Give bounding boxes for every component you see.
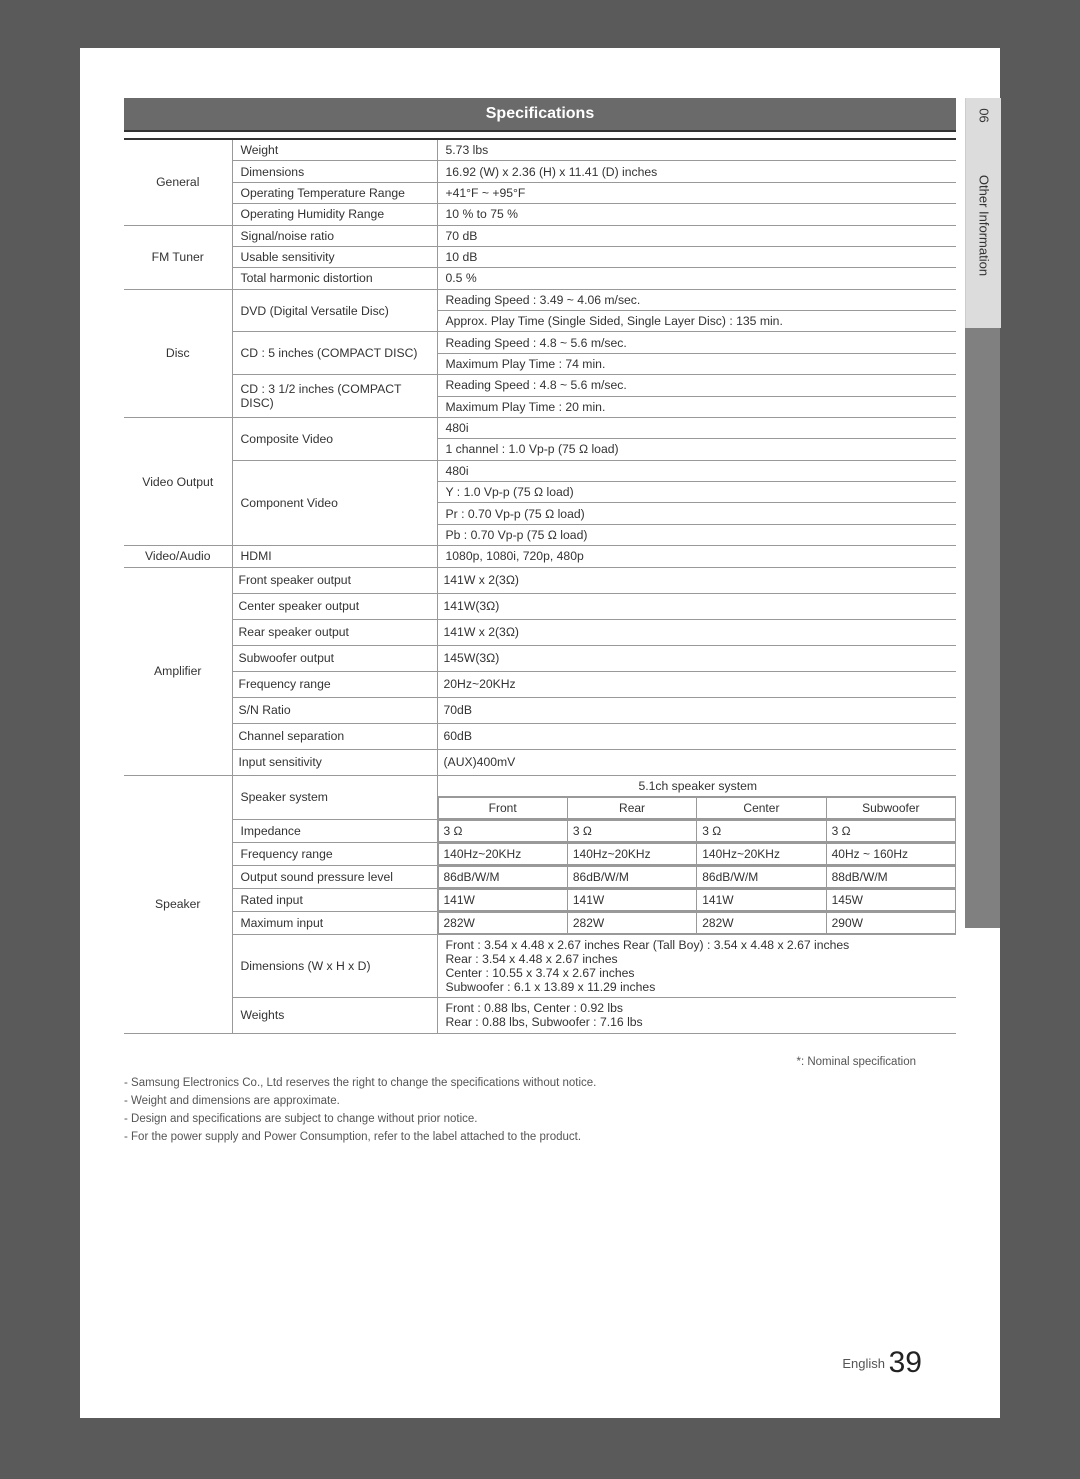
row-label: Signal/noise ratio [232, 225, 437, 246]
chapter-number: 06 [976, 108, 991, 122]
col-h: Subwoofer [826, 797, 955, 818]
row-value: 60dB [437, 723, 956, 749]
col-h: Front [438, 797, 567, 818]
row-value: 86dB/W/M 86dB/W/M 86dB/W/M 88dB/W/M [437, 865, 956, 888]
cat-speaker: Speaker [124, 775, 232, 1033]
row-value: Approx. Play Time (Single Sided, Single … [437, 311, 956, 332]
row-value: 0.5 % [437, 268, 956, 289]
row-label: Dimensions (W x H x D) [232, 934, 437, 997]
row-value: 70 dB [437, 225, 956, 246]
row-label: Center speaker output [232, 593, 437, 619]
row-label: Front speaker output [232, 567, 437, 593]
row-value: 145W(3Ω) [437, 645, 956, 671]
row-label: Subwoofer output [232, 645, 437, 671]
row-value: 1080p, 1080i, 720p, 480p [437, 546, 956, 567]
row-value: 70dB [437, 697, 956, 723]
row-label: DVD (Digital Versatile Disc) [232, 289, 437, 332]
row-value: +41°F ~ +95°F [437, 182, 956, 203]
row-value: 141W x 2(3Ω) [437, 619, 956, 645]
cat-general: General [124, 139, 232, 225]
row-value: 480i [437, 460, 956, 481]
row-label: Operating Temperature Range [232, 182, 437, 203]
spec-table: General Weight 5.73 lbs Dimensions 16.92… [124, 138, 956, 1034]
row-label: Input sensitivity [232, 749, 437, 775]
row-label: Composite Video [232, 417, 437, 460]
row-value: 140Hz~20KHz 140Hz~20KHz 140Hz~20KHz 40Hz… [437, 842, 956, 865]
row-label: Rear speaker output [232, 619, 437, 645]
row-label: Channel separation [232, 723, 437, 749]
row-value: 20Hz~20KHz [437, 671, 956, 697]
row-value: Front : 0.88 lbs, Center : 0.92 lbs Rear… [437, 998, 956, 1033]
row-label: Speaker system [232, 775, 437, 819]
footnotes: *: Nominal specification - Samsung Elect… [124, 1054, 956, 1147]
row-label: Frequency range [232, 671, 437, 697]
page: 06 Other Information Specifications Gene… [80, 48, 1000, 1418]
col-h: Rear [567, 797, 696, 818]
row-value: 3 Ω 3 Ω 3 Ω 3 Ω [437, 819, 956, 842]
row-label: Operating Humidity Range [232, 204, 437, 225]
note-line: - For the power supply and Power Consump… [124, 1129, 956, 1147]
row-value: (AUX)400mV [437, 749, 956, 775]
note-line: - Samsung Electronics Co., Ltd reserves … [124, 1075, 956, 1093]
row-value: Pr : 0.70 Vp-p (75 Ω load) [437, 503, 956, 524]
row-value: Reading Speed : 4.8 ~ 5.6 m/sec. [437, 375, 956, 396]
row-value: Reading Speed : 4.8 ~ 5.6 m/sec. [437, 332, 956, 353]
cat-fm: FM Tuner [124, 225, 232, 289]
row-label: S/N Ratio [232, 697, 437, 723]
row-label: CD : 3 1/2 inches (COMPACT DISC) [232, 375, 437, 418]
row-label: Frequency range [232, 842, 437, 865]
row-value: Maximum Play Time : 74 min. [437, 353, 956, 374]
row-value: Reading Speed : 3.49 ~ 4.06 m/sec. [437, 289, 956, 310]
row-value: 5.73 lbs [437, 139, 956, 161]
row-label: Weights [232, 998, 437, 1033]
page-footer: English 39 [842, 1346, 922, 1380]
page-number: 39 [889, 1346, 922, 1379]
row-value: 141W(3Ω) [437, 593, 956, 619]
cat-disc: Disc [124, 289, 232, 417]
section-title: Specifications [124, 98, 956, 132]
row-value: 282W 282W 282W 290W [437, 911, 956, 934]
row-label: Total harmonic distortion [232, 268, 437, 289]
row-label: Impedance [232, 819, 437, 842]
row-value: 141W x 2(3Ω) [437, 567, 956, 593]
row-value: Maximum Play Time : 20 min. [437, 396, 956, 417]
row-label: Maximum input [232, 911, 437, 934]
row-label: Usable sensitivity [232, 246, 437, 267]
row-value: 480i [437, 417, 956, 438]
row-value: Front : 3.54 x 4.48 x 2.67 inches Rear (… [437, 934, 956, 997]
nominal-note: *: Nominal specification [124, 1054, 956, 1072]
chapter-label: Other Information [976, 175, 991, 276]
row-value: 141W 141W 141W 145W [437, 888, 956, 911]
row-label: CD : 5 inches (COMPACT DISC) [232, 332, 437, 375]
row-value: 10 % to 75 % [437, 204, 956, 225]
row-label: Output sound pressure level [232, 865, 437, 888]
cat-video-out: Video Output [124, 417, 232, 545]
side-margin-bar [965, 328, 1000, 928]
row-label: HDMI [232, 546, 437, 567]
speaker-columns: Front Rear Center Subwoofer [437, 796, 956, 819]
row-label: Weight [232, 139, 437, 161]
col-h: Center [697, 797, 826, 818]
note-line: - Design and specifications are subject … [124, 1111, 956, 1129]
chapter-tab: 06 Other Information [965, 98, 1001, 328]
row-label: Rated input [232, 888, 437, 911]
row-value: 1 channel : 1.0 Vp-p (75 Ω load) [437, 439, 956, 460]
cat-video-audio: Video/Audio [124, 546, 232, 567]
row-label: Component Video [232, 460, 437, 546]
row-value: 5.1ch speaker system [437, 775, 956, 796]
row-label: Dimensions [232, 161, 437, 182]
row-value: Y : 1.0 Vp-p (75 Ω load) [437, 482, 956, 503]
row-value: 16.92 (W) x 2.36 (H) x 11.41 (D) inches [437, 161, 956, 182]
note-line: - Weight and dimensions are approximate. [124, 1093, 956, 1111]
cat-amp: Amplifier [124, 567, 232, 775]
lang-label: English [842, 1356, 885, 1371]
row-value: Pb : 0.70 Vp-p (75 Ω load) [437, 524, 956, 545]
row-value: 10 dB [437, 246, 956, 267]
